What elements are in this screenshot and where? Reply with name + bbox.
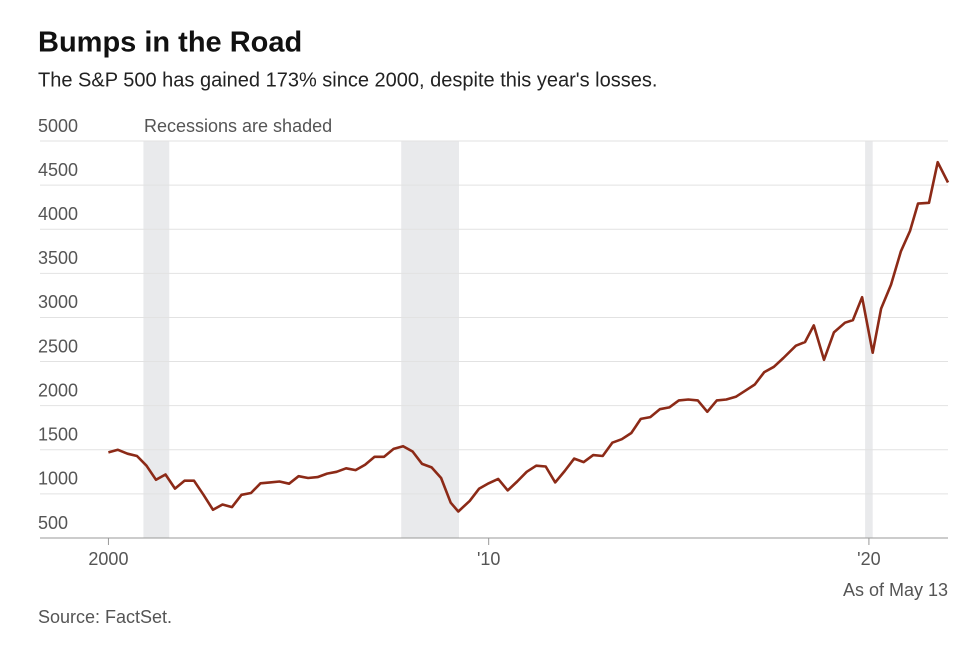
note: As of May 13 — [843, 580, 948, 600]
y-tick-label: 3500 — [38, 248, 78, 268]
chart-title: Bumps in the Road — [38, 27, 302, 59]
y-tick-label: 3000 — [38, 292, 78, 312]
y-tick-label: 2500 — [38, 336, 78, 356]
y-tick-label: 4500 — [38, 160, 78, 180]
source: Source: FactSet. — [38, 607, 172, 627]
y-tick-label: 5000 — [38, 116, 78, 136]
recession-band — [401, 141, 460, 538]
x-tick-label: 2000 — [88, 549, 128, 569]
y-tick-label: 500 — [38, 513, 68, 533]
y-tick-label: 2000 — [38, 380, 78, 400]
y-tick-label: 1500 — [38, 425, 78, 445]
annotation: Recessions are shaded — [144, 116, 332, 136]
price-line — [108, 160, 950, 513]
recession-band — [143, 141, 170, 538]
y-tick-label: 4000 — [38, 204, 78, 224]
y-tick-label: 1000 — [38, 469, 78, 489]
x-tick-label: '10 — [477, 549, 500, 569]
x-tick-label: '20 — [857, 549, 880, 569]
chart-subtitle: The S&P 500 has gained 173% since 2000, … — [38, 69, 657, 91]
